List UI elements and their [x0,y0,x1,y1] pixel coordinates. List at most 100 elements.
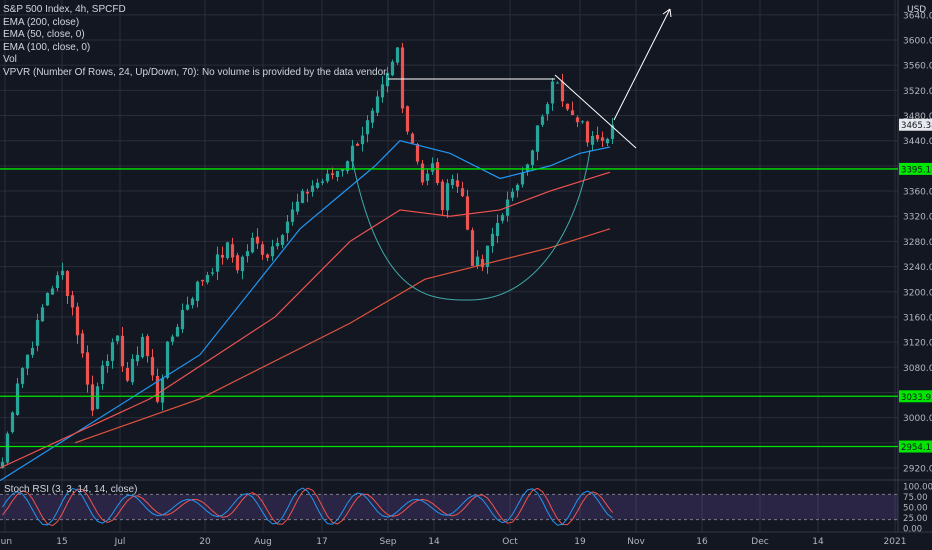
chart-legend: S&P 500 Index, 4h, SPCFD EMA (200, close… [3,4,389,80]
candle-body [60,270,65,276]
candle-body [170,336,175,342]
candle-body [525,164,530,172]
price-tick-label: 3200.00 [903,288,932,298]
legend-ema200[interactable]: EMA (200, close) [3,16,80,28]
candle-body [180,309,185,330]
stoch-tick-label: 100.00 [903,483,932,493]
candle-body [65,271,70,297]
candle-body [590,135,595,145]
price-tick-label: 3160.00 [903,313,932,323]
time-tick-label: Sep [380,537,397,547]
candle-body [355,143,360,146]
price-tick-label: 3360.00 [903,188,932,198]
candle-body [30,347,35,355]
stoch-k-line [2,487,613,526]
candle-body [455,180,460,187]
candle-body [520,172,525,185]
candle-body [595,134,600,140]
candle-body [240,256,245,272]
legend-vpvr[interactable]: VPVR (Number Of Rows, 24, Up/Down, 70): … [3,66,389,78]
legend-ema50[interactable]: EMA (50, close, 0) [3,29,85,41]
candle-body [0,461,5,469]
candle-body [475,256,480,267]
legend-ema100[interactable]: EMA (100, close, 0) [3,41,91,53]
candle-body [55,275,60,288]
candle-body [40,307,45,322]
candle-body [130,358,135,383]
candle-body [485,245,490,267]
candle-body [435,162,440,184]
price-tick-label: 3600.00 [903,37,932,47]
candle-body [85,352,90,385]
candle-body [575,117,580,123]
time-tick-label: Oct [502,537,518,547]
price-tick-label: 3640.00 [903,11,932,21]
candle-body [585,121,590,143]
candle-body [95,386,100,409]
time-tick-label: 14 [812,537,824,547]
candle-body [45,292,50,306]
candle-body [545,104,550,115]
price-tick-label: 2920.00 [903,465,932,475]
price-badge-label: 3465.38 [901,121,932,131]
candle-body [250,237,255,253]
candle-body [290,209,295,222]
candle-body [215,254,220,272]
candle-body [15,383,20,415]
candle-body [335,170,340,178]
candle-body [195,281,200,302]
candle-body [100,365,105,384]
candle-body [275,242,280,247]
candle-body [280,235,285,245]
time-tick-label: 20 [199,537,211,547]
price-badge-label: 3033.95 [901,393,932,403]
stoch-tick-label: 50.00 [903,504,928,514]
candle-body [320,181,325,183]
candle-body [555,82,560,84]
stoch-tick-label: 75.00 [903,493,928,503]
candle-body [415,144,420,162]
candle-body [120,335,125,367]
candle-body [535,125,540,152]
candle-body [365,120,370,135]
price-tick-label: 3560.00 [903,62,932,72]
candle-body [390,61,395,76]
price-badge [899,118,932,131]
candle-body [385,72,390,87]
candle-body [185,304,190,310]
candle-body [350,145,355,162]
ema200-line [74,228,611,444]
candle-body [210,272,215,274]
candle-body [345,161,350,172]
candle-body [395,47,400,63]
legend-symbol[interactable]: S&P 500 Index, 4h, SPCFD [3,4,126,15]
candle-body [105,360,110,367]
candle-body [405,106,410,132]
time-tick-label: Jun [0,537,12,547]
candle-body [495,222,500,237]
candle-body [200,279,205,282]
candle-body [310,185,315,192]
currency-label: USD [907,5,926,15]
legend-vol[interactable]: Vol [3,54,17,66]
candle-body [125,367,130,381]
candle-body [570,110,575,116]
price-tick-label: 3240.00 [903,263,932,273]
candle-body [440,181,445,211]
candle-body [430,163,435,172]
price-tick-label: 3440.00 [903,137,932,147]
candle-body [110,342,115,361]
candle-body [260,244,265,255]
candle-body [20,368,25,384]
candle-body [315,182,320,188]
stoch-rsi-legend[interactable]: Stoch RSI (3, 3, 14, 14, close) [4,484,138,495]
candle-body [10,412,15,433]
price-tick-label: 3520.00 [903,87,932,97]
downtrend-line-drawing [554,74,637,149]
ema100-line [0,171,611,469]
candle-body [70,295,75,308]
candle-body [305,191,310,194]
time-tick-label: 2021 [884,537,907,547]
candle-body [235,255,240,271]
